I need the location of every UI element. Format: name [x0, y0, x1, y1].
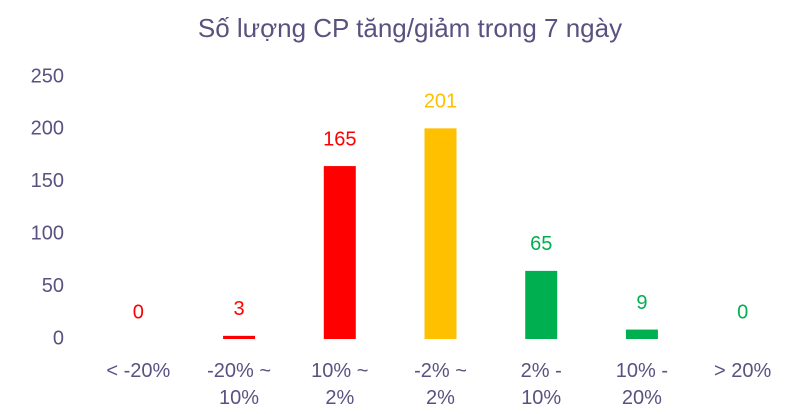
x-tick-label: < -20% [106, 360, 171, 382]
x-tick-label: > 20% [714, 360, 772, 382]
data-label: 165 [323, 128, 356, 150]
data-label: 9 [636, 292, 647, 314]
y-tick-label: 250 [31, 65, 64, 87]
bar [424, 128, 457, 339]
data-label: 65 [530, 233, 552, 255]
x-tick-label: 2% - 10% [520, 360, 562, 409]
data-label: 3 [234, 298, 245, 320]
x-tick-label: -20% ~ 10% [207, 360, 272, 409]
x-tick-label: 10% - 20% [615, 360, 669, 409]
bar [223, 335, 256, 339]
data-label: 0 [737, 301, 748, 323]
y-tick-label: 150 [31, 170, 64, 192]
y-tick-label: 0 [53, 327, 64, 349]
bar [625, 329, 658, 339]
bar [525, 270, 558, 339]
y-tick-label: 50 [42, 275, 64, 297]
y-tick-label: 200 [31, 118, 64, 140]
x-tick-label: -2% ~ 2% [414, 360, 467, 409]
chart-title: Số lượng CP tăng/giảm trong 7 ngày [198, 13, 622, 43]
x-tick-label: 10% ~ 2% [311, 360, 369, 409]
bar [323, 166, 356, 339]
y-tick-label: 100 [31, 222, 64, 244]
data-label: 0 [133, 301, 144, 323]
data-label: 201 [424, 91, 457, 113]
